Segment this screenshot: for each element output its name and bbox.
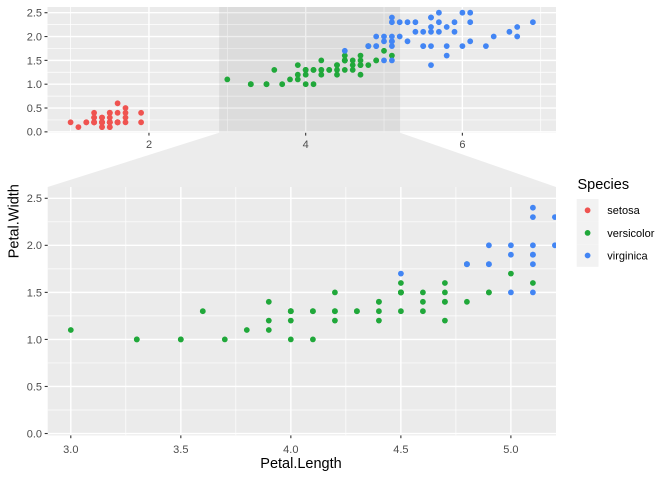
svg-text:4: 4 — [303, 139, 309, 151]
svg-text:virginica: virginica — [607, 250, 648, 262]
svg-text:1.0: 1.0 — [27, 79, 42, 91]
svg-text:5.0: 5.0 — [503, 444, 518, 456]
svg-text:1.5: 1.5 — [27, 55, 42, 67]
svg-text:2: 2 — [146, 139, 152, 151]
svg-text:3.5: 3.5 — [173, 444, 188, 456]
svg-text:2.5: 2.5 — [27, 193, 42, 205]
svg-text:4.0: 4.0 — [283, 444, 298, 456]
svg-text:2.5: 2.5 — [27, 8, 42, 20]
svg-text:1.0: 1.0 — [27, 334, 42, 346]
svg-text:Petal.Length: Petal.Length — [260, 456, 341, 472]
svg-text:0.0: 0.0 — [27, 127, 42, 139]
svg-text:6: 6 — [459, 139, 465, 151]
svg-text:3.0: 3.0 — [63, 444, 78, 456]
svg-text:versicolor: versicolor — [607, 228, 654, 240]
svg-text:Petal.Width: Petal.Width — [7, 184, 23, 258]
svg-text:2.0: 2.0 — [27, 240, 42, 252]
svg-text:2.0: 2.0 — [27, 31, 42, 43]
svg-text:setosa: setosa — [607, 205, 640, 217]
svg-text:4.5: 4.5 — [393, 444, 408, 456]
svg-text:Species: Species — [578, 177, 630, 193]
svg-text:0.0: 0.0 — [27, 428, 42, 440]
svg-text:0.5: 0.5 — [27, 381, 42, 393]
svg-text:1.5: 1.5 — [27, 287, 42, 299]
svg-text:0.5: 0.5 — [27, 103, 42, 115]
